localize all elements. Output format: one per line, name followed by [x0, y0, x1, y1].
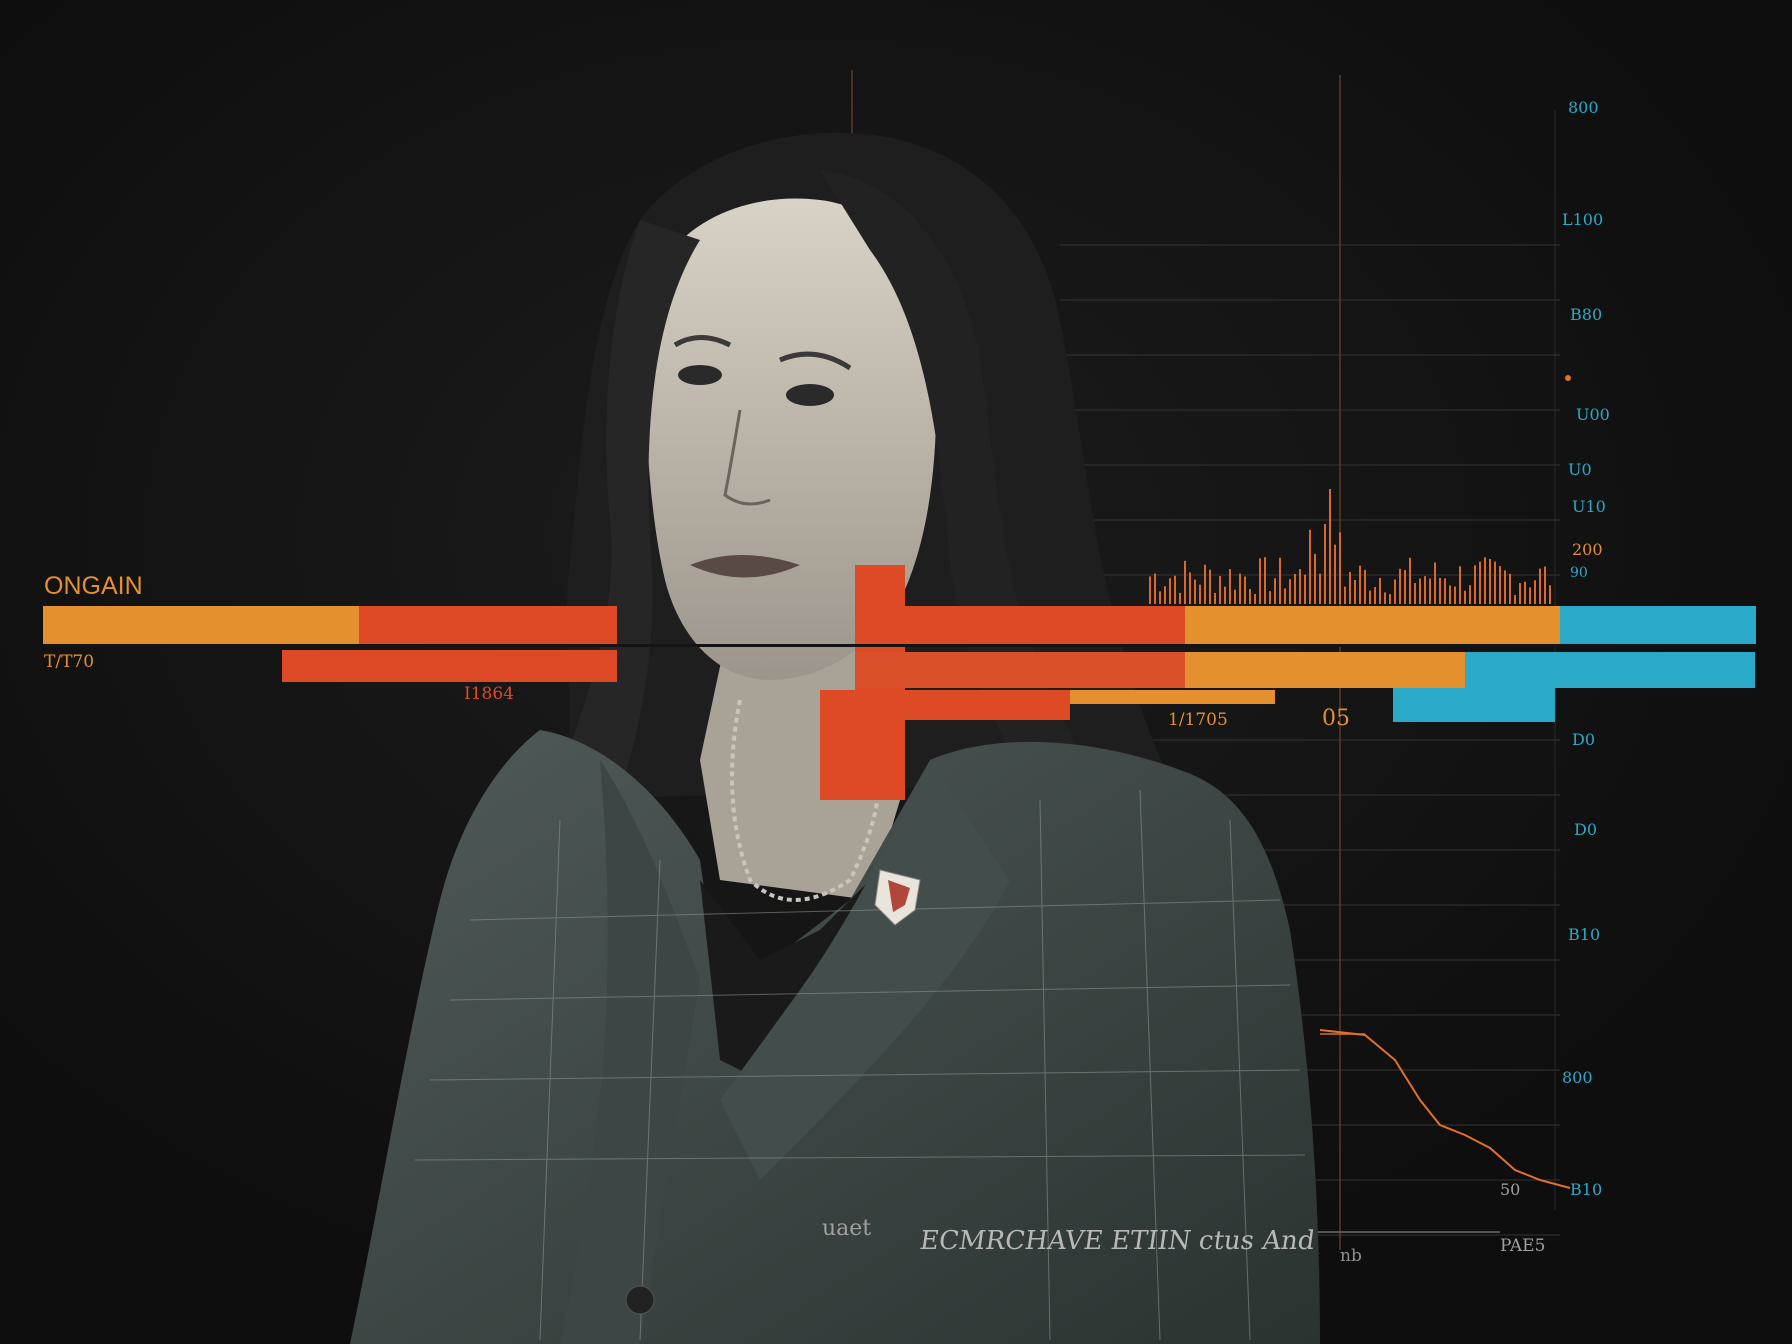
eye-left: [678, 365, 722, 385]
right-axis-tick: L100: [1562, 210, 1604, 229]
bar-red-vertical-2: [820, 690, 870, 800]
mid-tick-label-3: 05: [1322, 706, 1350, 731]
right-axis-tick: B10: [1568, 925, 1601, 944]
right-axis-tick: 90: [1570, 565, 1588, 581]
bar-cyan-step: [1393, 688, 1555, 722]
bottom-right-label-2: nb: [1340, 1246, 1362, 1266]
color-bars: [43, 565, 1756, 800]
right-axis-tick: 800: [1568, 98, 1599, 117]
necklace: [730, 699, 882, 902]
right-axis-tick: U0: [1568, 460, 1592, 479]
bar-orange-strip: [1070, 690, 1275, 704]
right-axis-tick: B80: [1570, 305, 1603, 324]
bar-red-center-lower: [855, 652, 1185, 688]
mid-tick-label: I1864: [464, 684, 514, 704]
bottom-left-scribble: uaet: [822, 1216, 872, 1241]
right-axis-tick: U10: [1572, 497, 1606, 516]
descending-line: [1319, 1029, 1571, 1189]
lapel-left: [560, 760, 700, 1344]
blazer-sketch-lines: [414, 789, 1306, 1341]
blazer-button: [625, 1285, 655, 1315]
bar-red-center: [855, 606, 1185, 644]
mouth: [690, 555, 800, 578]
brow-right: [779, 351, 852, 371]
right-axis-tick: D0: [1574, 820, 1598, 839]
heading-label: ONGAIN: [44, 572, 143, 600]
right-axis-tick: D0: [1572, 730, 1596, 749]
shirt: [700, 870, 880, 1100]
right-axis-tick: 200: [1572, 540, 1603, 559]
bar-orange-right: [1185, 606, 1560, 644]
bottom-right-label: PAE5: [1500, 1236, 1546, 1256]
right-axis-tick: B10: [1570, 1180, 1603, 1199]
spike-histogram: [1149, 489, 1551, 604]
bar-orange-right-lower: [1185, 652, 1465, 688]
mid-tick-label-2: 1/1705: [1168, 710, 1228, 730]
bottom-caption: ECMRCHAVE ETIIN ctus And: [917, 1226, 1317, 1256]
bar-separator: [43, 644, 1756, 647]
nose: [723, 409, 771, 506]
lapel-pin-emblem: [888, 880, 910, 912]
left-tick-label: T/T70: [44, 652, 95, 672]
bar-red-left-lower: [282, 650, 617, 682]
hair-front-right: [820, 170, 1110, 800]
chart-dot: [1565, 375, 1571, 381]
brow-left: [673, 335, 732, 348]
bar-orange-left: [43, 606, 359, 644]
bar-cyan-right-lower: [1465, 652, 1755, 688]
lapel-right: [720, 760, 1010, 1180]
eye-right: [786, 384, 834, 406]
right-axis-tick: 50: [1500, 1180, 1521, 1199]
bar-cyan-right: [1560, 606, 1756, 644]
right-axis-tick: 800: [1562, 1068, 1593, 1087]
bar-red-center-strip: [905, 690, 1070, 720]
bar-red-left: [359, 606, 617, 644]
right-axis-tick: U00: [1576, 405, 1610, 424]
hair-front-left: [550, 220, 700, 820]
